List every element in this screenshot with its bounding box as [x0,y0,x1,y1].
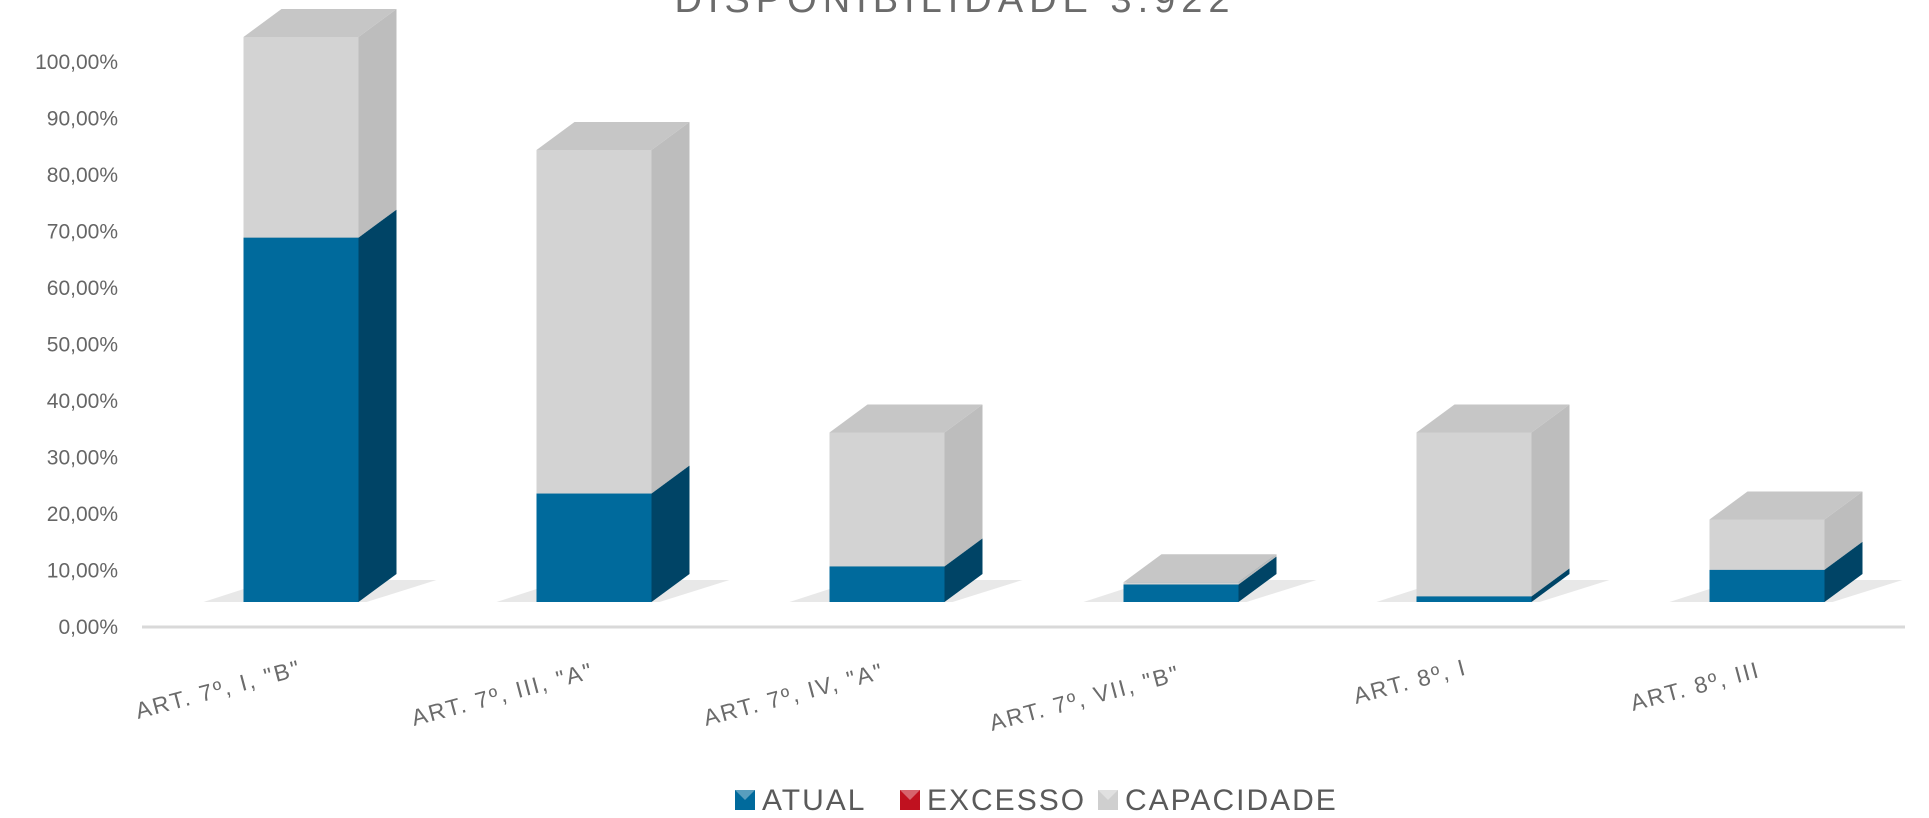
y-tick-label: 40,00% [47,390,118,413]
x-tick-label: ART. 7º, IV, "A" [701,658,887,731]
legend-swatch-highlight [735,790,755,800]
bar-top [536,122,690,150]
legend-item-capacidade: CAPACIDADE [1098,784,1338,817]
bar-stack [1669,491,1903,602]
bar-front [243,37,359,238]
y-tick-label: 60,00% [47,277,118,300]
bar-top [1123,554,1277,583]
bar-front [1123,584,1239,602]
bar-top [1709,491,1863,520]
legend: ATUAL EXCESSO CAPACIDADE [735,784,1338,817]
legend-label: CAPACIDADE [1125,784,1338,817]
x-tick-label: ART. 7º, III, "A" [409,657,597,731]
bar-stack [496,122,730,602]
bar-stack [1083,554,1317,602]
bar-segment-capacidade [536,122,690,494]
legend-swatch [1098,790,1118,810]
x-tick-label: ART. 7º, VII, "B" [987,660,1183,736]
bar-side [358,209,397,602]
bar-side [944,538,983,602]
y-tick-label: 10,00% [47,560,118,583]
x-tick-label: ART. 8º, III [1628,656,1763,716]
legend-label: EXCESSO [927,784,1086,817]
bar-front [1416,596,1532,602]
bar-segment-capacidade [243,9,397,238]
y-tick-label: 100,00% [35,51,118,74]
bar-segment-atual [243,209,397,602]
y-tick-label: 30,00% [47,447,118,470]
bar-side [1238,554,1277,585]
bar-front [536,493,652,602]
bar-front [1416,432,1532,597]
y-tick-label: 70,00% [47,221,118,244]
bar-top [243,9,397,37]
bar-front [829,566,945,602]
bar-side [1531,404,1570,597]
chart-title: DISPONIBILIDADE 3.922 [674,0,1235,21]
bar-front [1709,569,1825,602]
bar-segment-capacidade [829,404,983,567]
bar-top [829,404,983,433]
bar-segment-capacidade [1709,491,1863,570]
bar-side [1824,491,1863,570]
bar-front [243,237,359,602]
legend-swatch [900,790,920,810]
bar-side [358,9,397,238]
legend-swatch [735,790,755,810]
legend-label: ATUAL [762,784,866,817]
y-axis: 0,00% 10,00% 20,00% 30,00% 40,00% 50,00% 60,00… [35,51,118,639]
y-tick-label: 0,00% [58,616,118,639]
bar-front [1123,582,1239,585]
bar-segment-capacidade [1123,554,1277,585]
legend-swatch-highlight [900,790,920,800]
legend-item-excesso: EXCESSO [900,784,1086,817]
bar-segment-capacidade [1416,404,1570,597]
legend-item-atual: ATUAL [735,784,866,817]
bar-top [1416,404,1570,433]
bar-stack [203,9,437,602]
bar-side [651,465,690,602]
y-tick-label: 80,00% [47,164,118,187]
y-tick-label: 90,00% [47,108,118,131]
bar-stack [789,404,1023,602]
y-tick-label: 20,00% [47,503,118,526]
bar-side [1531,568,1570,602]
legend-swatch-highlight [1098,790,1118,800]
bar-front [829,432,945,567]
x-axis-labels: ART. 7º, I, "B" ART. 7º, III, "A" ART. 7º,… [133,654,1763,736]
bar-front [1709,519,1825,570]
bar-stack [1376,404,1610,602]
bar-side [1238,556,1277,602]
bar-side [944,404,983,567]
bar-front [536,150,652,494]
bar-side [651,122,690,494]
bars-group [203,9,1903,602]
x-tick-label: ART. 7º, I, "B" [133,655,305,724]
y-tick-label: 50,00% [47,334,118,357]
bar-side [1824,541,1863,602]
x-tick-label: ART. 8º, I [1351,654,1470,709]
